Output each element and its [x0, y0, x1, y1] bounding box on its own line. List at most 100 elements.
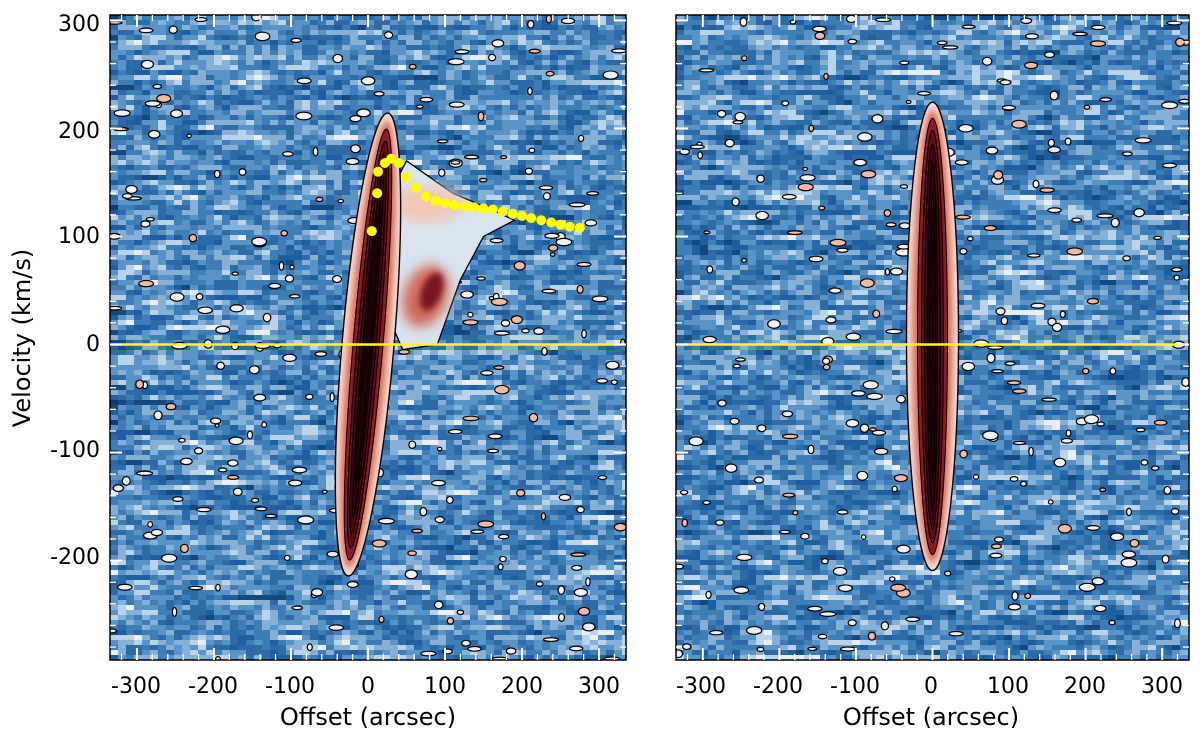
noise-cell: [454, 55, 463, 61]
noise-cell: [142, 375, 151, 381]
noise-cell: [342, 50, 351, 56]
noise-cell: [390, 80, 399, 86]
noise-cell: [214, 300, 223, 306]
noise-cell: [486, 275, 495, 281]
noise-cell: [590, 385, 599, 391]
noise-cell: [238, 385, 247, 391]
noise-cell: [486, 170, 495, 176]
noise-cell: [174, 80, 183, 86]
noise-cell: [486, 180, 495, 186]
noise-cell: [422, 50, 431, 56]
noise-cell: [134, 235, 143, 241]
noise-cell: [158, 245, 167, 251]
noise-cell: [582, 200, 591, 206]
noise-cell: [238, 210, 247, 216]
noise-cell: [278, 45, 287, 51]
noise-cell: [302, 275, 311, 281]
noise-cell: [574, 15, 583, 21]
noise-cell: [438, 35, 447, 41]
noise-cell: [462, 350, 471, 356]
noise-cell: [422, 145, 431, 151]
noise-cell: [166, 300, 175, 306]
noise-cell: [526, 155, 535, 161]
noise-cell: [454, 80, 463, 86]
noise-cell: [118, 390, 127, 396]
noise-cell: [246, 40, 255, 46]
noise-cell: [190, 340, 199, 346]
noise-cell: [462, 305, 471, 311]
noise-cell: [222, 155, 231, 161]
noise-cell: [222, 270, 231, 276]
noise-cell: [534, 275, 543, 281]
noise-cell: [150, 245, 159, 251]
noise-cell: [222, 200, 231, 206]
noise-cell: [510, 280, 519, 286]
noise-cell: [222, 250, 231, 256]
noise-cell: [190, 260, 199, 266]
noise-cell: [230, 180, 239, 186]
noise-cell: [134, 355, 143, 361]
noise-cell: [142, 165, 151, 171]
noise-cell: [318, 275, 327, 281]
noise-cell: [534, 90, 543, 96]
noise-cell: [350, 105, 359, 111]
noise-cell: [118, 200, 127, 206]
noise-cell: [486, 20, 495, 26]
noise-cell: [126, 70, 135, 76]
noise-cell: [614, 140, 623, 146]
noise-cell: [358, 155, 367, 161]
noise-cell: [574, 105, 583, 111]
noise-cell: [486, 155, 495, 161]
noise-cell: [430, 390, 439, 396]
noise-cell: [262, 205, 271, 211]
noise-cell: [118, 245, 127, 251]
noise-cell: [342, 115, 351, 121]
noise-cell: [542, 95, 551, 101]
noise-cell: [366, 30, 375, 36]
noise-cell: [622, 215, 626, 221]
noise-cell: [294, 245, 303, 251]
noise-cell: [318, 55, 327, 61]
noise-cell: [214, 395, 223, 401]
noise-cell: [126, 120, 135, 126]
noise-cell: [462, 70, 471, 76]
noise-cell: [190, 370, 199, 376]
noise-cell: [510, 290, 519, 296]
noise-cell: [326, 350, 335, 356]
noise-cell: [326, 340, 335, 346]
noise-cell: [558, 255, 567, 261]
noise-cell: [222, 240, 231, 246]
noise-cell: [558, 45, 567, 51]
noise-cell: [150, 315, 159, 321]
noise-cell: [542, 250, 551, 256]
noise-cell: [422, 45, 431, 51]
noise-cell: [470, 95, 479, 101]
noise-cell: [302, 160, 311, 166]
noise-cell: [502, 295, 511, 301]
noise-cell: [334, 200, 343, 206]
noise-cell: [470, 395, 479, 401]
noise-cell: [622, 390, 626, 396]
noise-cell: [470, 275, 479, 281]
noise-cell: [574, 365, 583, 371]
noise-cell: [342, 275, 351, 281]
noise-cell: [206, 210, 215, 216]
noise-cell: [390, 45, 399, 51]
noise-cell: [606, 85, 615, 91]
noise-cell: [606, 375, 615, 381]
noise-cell: [190, 45, 199, 51]
noise-cell: [542, 160, 551, 166]
noise-cell: [270, 90, 279, 96]
noise-cell: [614, 275, 623, 281]
noise-cell: [294, 75, 303, 81]
noise-cell: [174, 380, 183, 386]
noise-cell: [286, 385, 295, 391]
noise-cell: [286, 215, 295, 221]
noise-cell: [422, 120, 431, 126]
noise-cell: [270, 290, 279, 296]
noise-cell: [110, 290, 119, 296]
noise-cell: [422, 155, 431, 161]
noise-cell: [574, 70, 583, 76]
noise-cell: [510, 285, 519, 291]
noise-cell: [406, 395, 415, 401]
